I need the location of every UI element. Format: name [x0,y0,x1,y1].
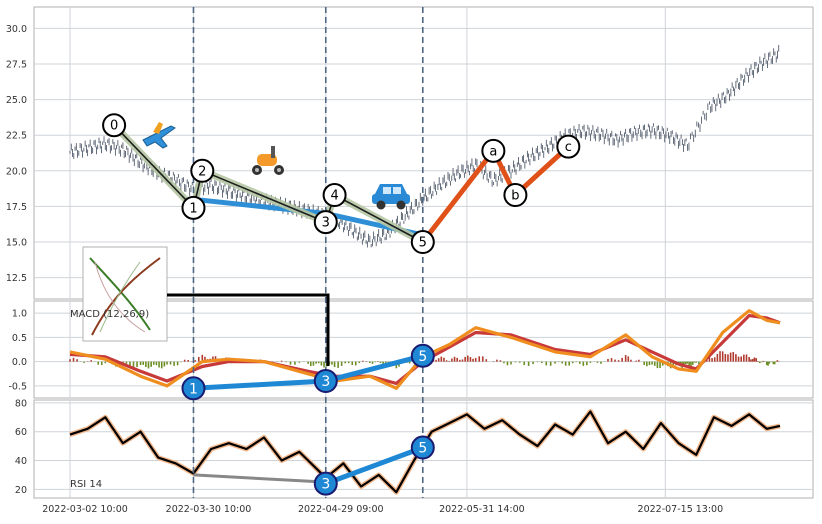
impulse-wave-point-label: 1 [189,201,197,216]
x-tick-label: 2022-03-30 10:00 [166,504,252,515]
rsi-wave-point-label: 5 [418,441,427,457]
macd-label: MACD (12,26,9) [70,309,149,320]
y-tick-label: 0.0 [12,357,27,368]
macd-wave-point-label: 5 [418,349,427,365]
corrective-wave-point-circle [503,183,528,208]
x-tick-label: 2022-04-29 09:00 [298,504,384,515]
corrective-wave-point-circle [481,138,506,163]
y-tick-label: 60 [15,427,27,438]
impulse-wave-line [113,124,424,243]
y-tick-label: 12.5 [6,273,27,284]
y-tick-labels: 12.5 15.0 17.5 20.0 22.5 25.0 27.5 30.0 -0.5 0.0 0… [6,24,27,496]
corrective-wave-line [420,144,570,244]
y-tick-label: 20 [15,485,27,496]
rsi-wave-point-circle [410,435,435,460]
rsi-label: RSI 14 [70,479,102,490]
y-tick-label: 80 [15,398,27,409]
x-tick-label: 2022-07-15 13:00 [638,504,724,515]
airplane-icon [142,122,176,149]
y-tick-label: 25.0 [6,95,27,106]
impulse-wave-point-circle [190,158,215,183]
rsi-wave-point-label: 3 [321,477,330,493]
corrective-wave-point-label: c [565,140,572,155]
impulse-wave-point-circle [313,210,338,235]
impulse-wave-point-circle [102,113,127,138]
impulse-wave-point-label: 5 [419,236,427,251]
corrective-wave-point-circle [556,134,581,159]
scooter-icon [252,146,284,175]
macd-wave-point-circle [181,376,206,401]
y-tick-label: 20.0 [6,166,27,177]
rsi-wave-point-circle [313,471,338,496]
impulse-wave-point-circle [410,230,435,255]
y-tick-label: 27.5 [6,59,27,70]
corrective-wave-point-label: b [511,189,519,204]
x-tick-label: 2022-03-02 10:00 [42,504,128,515]
impulse-wave-point-circle [322,183,347,208]
y-tick-label: 22.5 [6,131,27,142]
impulse-wave-point-circle [181,195,206,220]
impulse-wave-point-label: 2 [198,164,206,179]
macd-wave-point-label: 1 [189,381,198,397]
y-tick-label: 15.0 [6,238,27,249]
rsi-wave-line [324,445,424,486]
macd-wave-point-label: 3 [321,374,330,390]
corrective-wave-point-label: a [489,144,497,159]
inset-thumbnail [82,246,168,342]
impulse-wave-point-label: 3 [322,216,330,231]
x-tick-labels: 2022-03-02 10:00 2022-03-30 10:00 2022-04-… [42,504,723,515]
macd-line [69,309,781,390]
inset-connector [167,293,330,366]
rsi-divergence-line [193,473,326,484]
y-tick-label: 30.0 [6,24,27,35]
y-tick-label: 0.5 [12,333,27,344]
y-tick-label: 40 [15,456,27,467]
impulse-wave-point-label: 4 [330,189,338,204]
y-tick-label: 17.5 [6,202,27,213]
y-tick-label: 1.0 [12,309,27,320]
car-icon [372,184,410,210]
impulse-wave-point-label: 0 [110,119,118,134]
y-tick-label: -0.5 [8,381,27,392]
macd-wave-point-circle [313,369,338,394]
x-tick-label: 2022-05-31 14:00 [439,504,525,515]
macd-wave-point-circle [410,343,435,368]
